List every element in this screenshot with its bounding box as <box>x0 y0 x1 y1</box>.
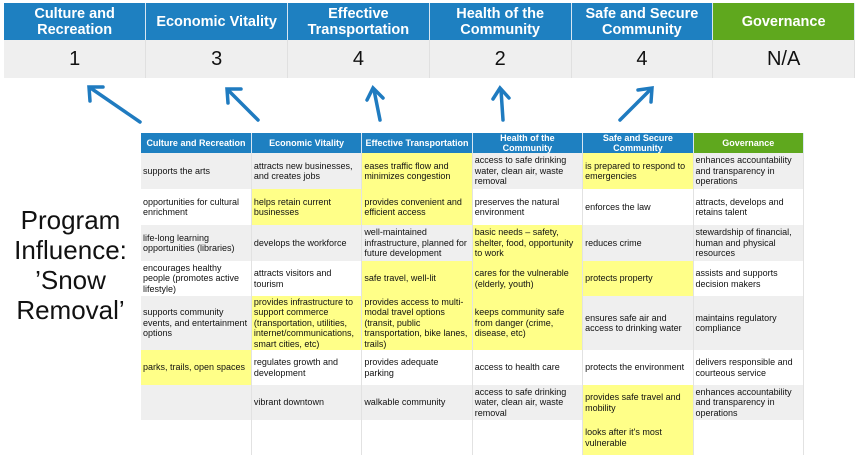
arrow-icon <box>372 88 382 122</box>
arrow-head-icon <box>491 85 511 101</box>
highlighted-cell: provides convenient and efficient access <box>361 189 473 225</box>
table-cell: encourages healthy people (promotes acti… <box>141 261 252 296</box>
table-cell: develops the workforce <box>251 225 363 261</box>
table-row: vibrant downtown walkable community access… <box>141 385 805 420</box>
table-cell <box>693 420 805 455</box>
table-row: supports community events, and entertain… <box>141 296 805 350</box>
highlighted-cell: keeps community safe from danger (crime,… <box>472 296 584 350</box>
summary-header-row: Culture and Recreation Economic Vitality E… <box>4 3 855 40</box>
table-cell: ensures safe air and access to drinking … <box>582 296 694 350</box>
highlighted-cell: eases traffic flow and minimizes congest… <box>361 153 473 189</box>
matrix-header-safe-and-secure-community: Safe and Secure Community <box>582 133 694 153</box>
summary-header-culture-and-recreation: Culture and Recreation <box>4 3 147 40</box>
table-row: parks, trails, open spaces regulates grow… <box>141 350 805 385</box>
score-governance: N/A <box>712 40 855 78</box>
table-cell: access to safe drinking water, clean air… <box>472 153 584 189</box>
summary-header-economic-vitality: Economic Vitality <box>145 3 288 40</box>
summary-header-health-of-the-community: Health of the Community <box>429 3 572 40</box>
score-safe-and-secure-community: 4 <box>571 40 714 78</box>
highlighted-cell: provides safe travel and mobility <box>582 385 694 420</box>
table-cell: provides adequate parking <box>361 350 473 385</box>
arrow-head-icon <box>636 85 654 104</box>
table-cell: attracts new businesses, and creates job… <box>251 153 363 189</box>
highlighted-cell: basic needs – safety, shelter, food, opp… <box>472 225 584 261</box>
matrix-header-health-of-the-community: Health of the Community <box>472 133 584 153</box>
matrix-header-governance: Governance <box>693 133 805 153</box>
table-row: looks after it's most vulnerable <box>141 420 805 455</box>
highlighted-cell: cares for the vulnerable (elderly, youth… <box>472 261 584 296</box>
program-influence-label: Program Influence: ’Snow Removal’ <box>14 205 127 325</box>
table-cell: vibrant downtown <box>251 385 363 420</box>
table-cell <box>251 420 363 455</box>
table-row: opportunities for cultural enrichment hel… <box>141 189 805 225</box>
table-cell: enhances accountability and transparency… <box>693 385 805 420</box>
table-cell: supports the arts <box>141 153 252 189</box>
table-cell: walkable community <box>361 385 473 420</box>
highlighted-cell: protects property <box>582 261 694 296</box>
table-cell: enhances accountability and transparency… <box>693 153 805 189</box>
highlighted-cell: parks, trails, open spaces <box>141 350 252 385</box>
score-economic-vitality: 3 <box>145 40 288 78</box>
arrow-icon <box>90 87 142 124</box>
summary-score-row: 1 3 4 2 4 N/A <box>4 40 855 78</box>
table-cell: regulates growth and development <box>251 350 363 385</box>
arrow-icon <box>499 88 505 122</box>
table-cell: well-maintained infrastructure, planned … <box>361 225 473 261</box>
score-health-of-the-community: 2 <box>429 40 572 78</box>
matrix-header-culture-and-recreation: Culture and Recreation <box>141 133 252 153</box>
score-culture-and-recreation: 1 <box>4 40 147 78</box>
highlighted-cell: looks after it's most vulnerable <box>582 420 694 455</box>
arrow-icon <box>227 89 260 122</box>
table-cell <box>141 385 252 420</box>
highlighted-cell: provides infrastructure to support comme… <box>251 296 363 350</box>
table-cell: preserves the natural environment <box>472 189 584 225</box>
highlighted-cell: helps retain current businesses <box>251 189 363 225</box>
table-cell <box>361 420 473 455</box>
table-row: life-long learning opportunities (librar… <box>141 225 805 261</box>
table-cell: stewardship of financial, human and phys… <box>693 225 805 261</box>
table-cell: enforces the law <box>582 189 694 225</box>
arrow-head-icon <box>87 85 105 103</box>
highlighted-cell: is prepared to respond to emergencies <box>582 153 694 189</box>
table-cell: supports community events, and entertain… <box>141 296 252 350</box>
table-cell: attracts visitors and tourism <box>251 261 363 296</box>
table-row: supports the arts attracts new businesses… <box>141 153 805 189</box>
matrix-header-effective-transportation: Effective Transportation <box>361 133 473 153</box>
summary-header-governance: Governance <box>712 3 855 40</box>
summary-table: Culture and Recreation Economic Vitality E… <box>4 3 855 78</box>
table-cell <box>141 420 252 455</box>
table-cell: maintains regulatory compliance <box>693 296 805 350</box>
matrix-header-row: Culture and Recreation Economic Vitality E… <box>141 133 805 153</box>
table-cell <box>472 420 584 455</box>
table-cell: reduces crime <box>582 225 694 261</box>
influence-matrix: Culture and Recreation Economic Vitality E… <box>141 133 805 455</box>
arrow-icon <box>618 88 652 122</box>
table-cell: access to safe drinking water, clean air… <box>472 385 584 420</box>
table-row: encourages healthy people (promotes acti… <box>141 261 805 296</box>
summary-header-safe-and-secure-community: Safe and Secure Community <box>571 3 714 40</box>
table-cell: attracts, develops and retains talent <box>693 189 805 225</box>
table-cell: access to health care <box>472 350 584 385</box>
summary-header-effective-transportation: Effective Transportation <box>287 3 430 40</box>
score-effective-transportation: 4 <box>287 40 430 78</box>
matrix-header-economic-vitality: Economic Vitality <box>251 133 363 153</box>
table-cell: delivers responsible and courteous servi… <box>693 350 805 385</box>
table-cell: life-long learning opportunities (librar… <box>141 225 252 261</box>
highlighted-cell: provides access to multi-modal travel op… <box>361 296 473 350</box>
table-cell: opportunities for cultural enrichment <box>141 189 252 225</box>
highlighted-cell: safe travel, well-lit <box>361 261 473 296</box>
table-cell: assists and supports decision makers <box>693 261 805 296</box>
table-cell: protects the environment <box>582 350 694 385</box>
arrow-head-icon <box>365 85 385 102</box>
arrow-head-icon <box>225 87 243 105</box>
